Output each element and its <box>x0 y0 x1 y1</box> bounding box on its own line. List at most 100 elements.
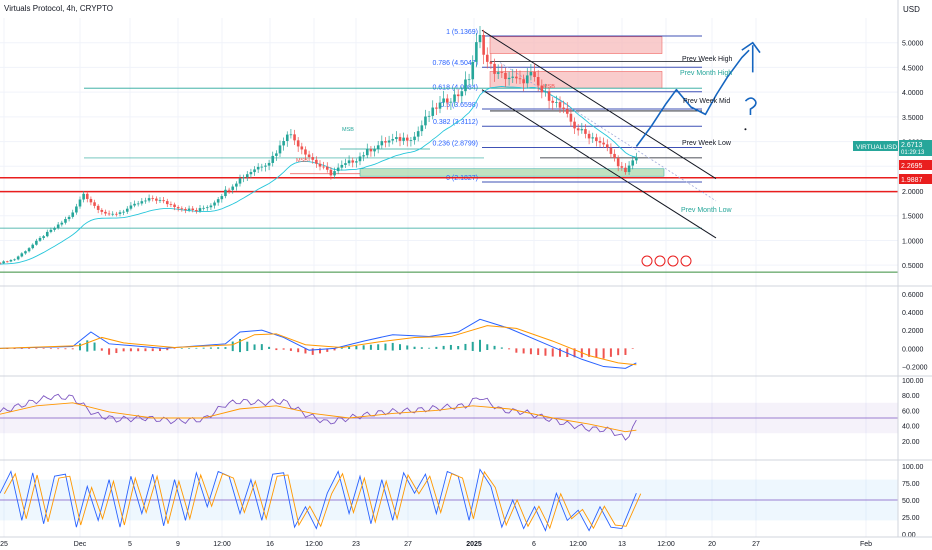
candle-body[interactable] <box>227 189 231 191</box>
candle-body[interactable] <box>191 208 195 211</box>
candle-body[interactable] <box>605 144 609 148</box>
descending-channel[interactable] <box>481 29 717 239</box>
candle-body[interactable] <box>533 71 536 78</box>
macd-pane[interactable]: 0.6000 0.4000 0.2000 0.0000 −0.2000 <box>0 292 928 372</box>
candle-body[interactable] <box>216 199 220 203</box>
candle-body[interactable] <box>35 240 38 245</box>
demand-zone[interactable] <box>359 168 665 177</box>
candle-body[interactable] <box>602 142 605 145</box>
candle-body[interactable] <box>231 186 235 190</box>
candle-body[interactable] <box>315 159 318 164</box>
candle-body[interactable] <box>591 137 595 139</box>
candle-body[interactable] <box>13 259 16 261</box>
candle-body[interactable] <box>569 113 573 122</box>
candle-body[interactable] <box>373 149 376 152</box>
candle-body[interactable] <box>162 200 165 202</box>
candle-body[interactable] <box>413 136 416 141</box>
candle-body[interactable] <box>71 212 75 217</box>
candle-body[interactable] <box>438 102 442 109</box>
candle-body[interactable] <box>493 63 496 74</box>
candle-body[interactable] <box>75 206 78 213</box>
candle-body[interactable] <box>293 134 296 141</box>
economic-events[interactable] <box>641 255 692 267</box>
candle-body[interactable] <box>122 211 125 213</box>
candle-body[interactable] <box>598 141 602 143</box>
channel-mid-line[interactable] <box>499 62 717 202</box>
candle-body[interactable] <box>587 133 591 139</box>
candle-body[interactable] <box>460 91 464 97</box>
candle-body[interactable] <box>238 178 242 184</box>
candle-body[interactable] <box>576 128 580 131</box>
candle-body[interactable] <box>24 251 27 254</box>
candle-body[interactable] <box>67 216 71 220</box>
candle-body[interactable] <box>507 77 511 80</box>
candle-body[interactable] <box>125 208 129 212</box>
candle-body[interactable] <box>169 204 173 205</box>
candle-body[interactable] <box>471 61 475 80</box>
candle-body[interactable] <box>402 137 405 141</box>
candle-body[interactable] <box>136 203 140 205</box>
candle-body[interactable] <box>187 208 191 211</box>
rsi-pane[interactable]: 100.00 80.00 60.00 40.00 20.00 <box>0 378 924 446</box>
candle-body[interactable] <box>245 174 249 178</box>
candle-body[interactable] <box>536 77 540 86</box>
candle-body[interactable] <box>151 198 155 199</box>
candle-body[interactable] <box>27 248 31 252</box>
candle-body[interactable] <box>285 134 289 142</box>
candle-body[interactable] <box>31 244 35 249</box>
candle-body[interactable] <box>256 166 260 170</box>
candle-body[interactable] <box>449 101 453 103</box>
candle-body[interactable] <box>547 91 551 101</box>
candle-body[interactable] <box>391 139 395 141</box>
candle-body[interactable] <box>20 253 24 257</box>
candle-body[interactable] <box>416 131 420 137</box>
candle-body[interactable] <box>529 71 533 76</box>
projection-path[interactable] <box>635 49 750 148</box>
candle-body[interactable] <box>515 76 518 79</box>
candle-body[interactable] <box>205 207 209 209</box>
candle-body[interactable] <box>489 61 493 64</box>
channel-lower-line[interactable] <box>481 89 717 239</box>
candle-body[interactable] <box>478 35 482 43</box>
us-flag-icon[interactable] <box>654 255 666 267</box>
candle-body[interactable] <box>504 72 507 80</box>
candle-body[interactable] <box>482 35 485 55</box>
candle-body[interactable] <box>500 72 504 74</box>
candle-body[interactable] <box>176 207 180 209</box>
candle-body[interactable] <box>49 229 53 232</box>
candle-body[interactable] <box>271 155 275 163</box>
candle-body[interactable] <box>155 198 158 201</box>
candle-body[interactable] <box>242 177 245 179</box>
candle-body[interactable] <box>380 141 384 146</box>
candle-body[interactable] <box>78 199 82 207</box>
key-levels[interactable] <box>0 61 898 273</box>
candle-body[interactable] <box>289 134 293 136</box>
candle-body[interactable] <box>198 208 202 212</box>
candle-body[interactable] <box>340 164 344 168</box>
candle-body[interactable] <box>82 193 85 200</box>
candle-body[interactable] <box>209 205 213 208</box>
candle-body[interactable] <box>431 107 435 116</box>
question-mark-icon[interactable] <box>744 97 757 116</box>
candle-body[interactable] <box>111 213 115 215</box>
candle-body[interactable] <box>551 100 555 103</box>
candle-body[interactable] <box>275 153 278 156</box>
candle-body[interactable] <box>555 102 558 103</box>
candle-body[interactable] <box>100 209 104 212</box>
candle-body[interactable] <box>344 163 347 165</box>
candle-body[interactable] <box>609 147 613 154</box>
candle-body[interactable] <box>322 166 325 168</box>
candle-body[interactable] <box>333 171 336 176</box>
stochastic-pane[interactable]: 100.00 75.00 50.00 25.00 0.00 <box>0 464 924 539</box>
candle-body[interactable] <box>405 137 409 141</box>
candle-body[interactable] <box>140 201 144 204</box>
candle-body[interactable] <box>89 198 93 203</box>
channel-upper-line[interactable] <box>481 29 717 180</box>
candle-body[interactable] <box>525 75 529 84</box>
candle-body[interactable] <box>409 140 413 141</box>
candle-body[interactable] <box>387 140 391 143</box>
candle-body[interactable] <box>278 145 282 154</box>
candle-body[interactable] <box>253 169 256 173</box>
us-flag-icon[interactable] <box>641 255 653 267</box>
